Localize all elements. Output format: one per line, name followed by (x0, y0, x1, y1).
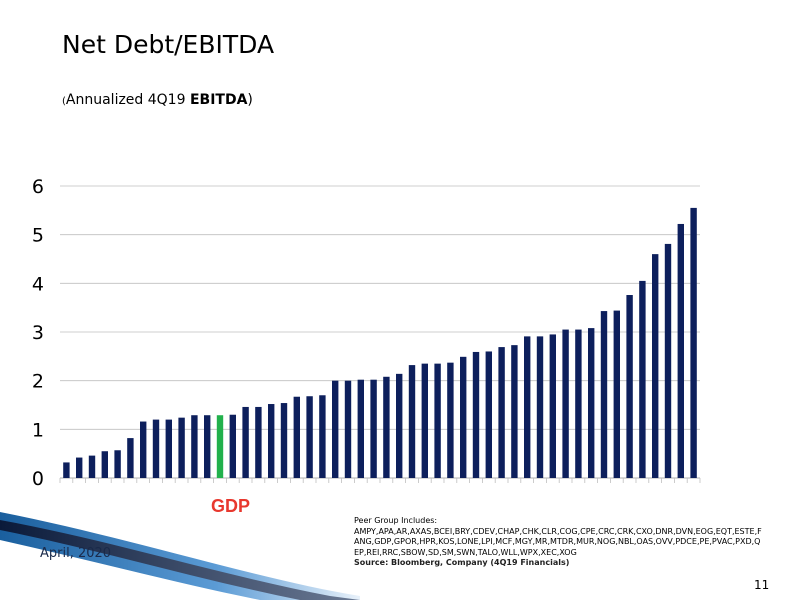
bar (306, 396, 313, 478)
subtitle-bold: EBITDA (189, 92, 248, 108)
bar (178, 417, 185, 478)
bar-layer (63, 207, 697, 478)
bar (140, 421, 147, 478)
peer-group-note: Peer Group Includes: AMPY,APA,AR,AXAS,BC… (354, 516, 764, 569)
bar-gdp-highlight (216, 415, 224, 478)
bar (332, 380, 339, 478)
y-tick-label: 4 (32, 273, 44, 295)
bar (344, 380, 352, 478)
bar (165, 419, 172, 478)
bar (664, 243, 672, 478)
bar (421, 363, 428, 478)
bar (511, 345, 518, 478)
bar (447, 362, 454, 478)
bar (280, 403, 288, 478)
peer-group-heading: Peer Group Includes: (354, 516, 438, 525)
bar (575, 329, 582, 478)
slide-date: April, 2020 (40, 546, 112, 561)
bar (370, 379, 377, 478)
bar (460, 356, 467, 478)
bar (524, 336, 531, 478)
bar (152, 419, 160, 478)
decorative-swoosh (0, 512, 360, 600)
bar (101, 451, 108, 478)
y-tick-label: 5 (32, 225, 44, 247)
bar (63, 462, 70, 478)
bar (242, 406, 249, 478)
bar (319, 395, 326, 478)
bar (600, 311, 608, 478)
bar (357, 379, 364, 478)
page-number: 11 (754, 578, 770, 592)
source-note: Source: Bloomberg, Company (4Q19 Financi… (354, 558, 570, 567)
bar (472, 351, 480, 478)
bar (485, 351, 492, 478)
bar (229, 414, 236, 478)
subtitle-open-paren: ( (62, 96, 66, 107)
bar (114, 450, 121, 478)
bar (498, 347, 505, 478)
bar (434, 363, 441, 478)
bar (383, 376, 390, 478)
swoosh-white (0, 540, 260, 600)
bar (268, 404, 275, 478)
subtitle-text: Annualized 4Q19 (65, 92, 190, 108)
bar (408, 365, 416, 478)
bar (536, 336, 544, 478)
y-tick-label: 6 (32, 176, 44, 198)
bar (293, 396, 300, 478)
bar (690, 207, 697, 478)
bar-chart: 0 1 2 3 4 5 6 (32, 176, 701, 490)
peer-group-list: AMPY,APA,AR,AXAS,BCEI,BRY,CDEV,CHAP,CHK,… (354, 526, 762, 557)
chart-subtitle: (Annualized 4Q19 EBITDA) (62, 92, 253, 108)
subtitle-close-paren: ) (247, 92, 253, 108)
y-tick-label: 0 (32, 468, 44, 490)
bar (396, 373, 403, 478)
bar (76, 457, 83, 478)
swoosh-dark (0, 520, 360, 600)
bar (652, 254, 659, 478)
chart-title: Net Debt/EBITDA (62, 30, 275, 59)
y-tick-label: 1 (32, 419, 44, 441)
tick-layer: 0 1 2 3 4 5 6 (32, 176, 44, 490)
bar (255, 406, 262, 478)
bar (204, 415, 211, 478)
bar (639, 280, 646, 478)
bar (127, 438, 134, 478)
bar (88, 455, 96, 478)
bar (613, 310, 620, 478)
y-tick-label: 2 (32, 371, 44, 393)
gdp-highlight-label: GDP (211, 496, 251, 516)
bar (677, 223, 684, 478)
bar (562, 329, 569, 478)
y-tick-label: 3 (32, 322, 44, 344)
bar (588, 328, 595, 478)
bar (191, 415, 198, 478)
bar (549, 334, 556, 478)
bar (626, 295, 633, 478)
